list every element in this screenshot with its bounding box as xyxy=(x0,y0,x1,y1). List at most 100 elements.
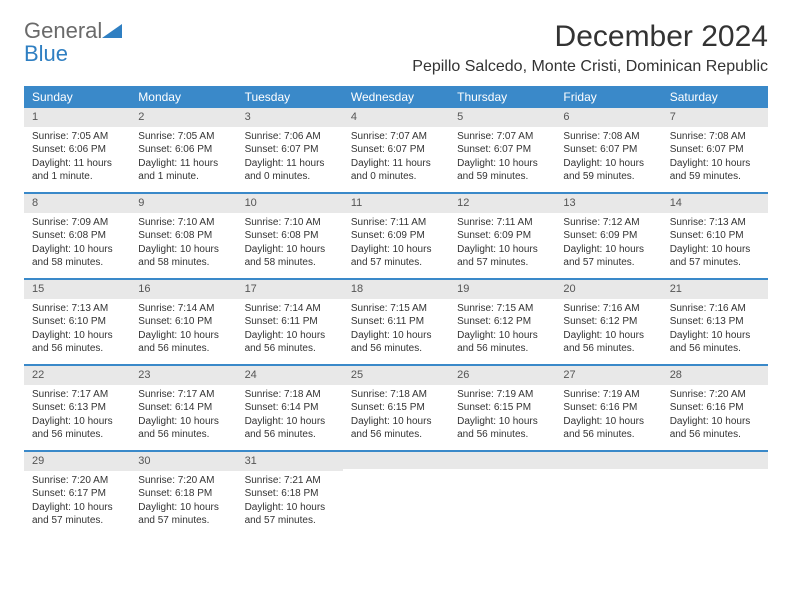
day-body: Sunrise: 7:13 AMSunset: 6:10 PMDaylight:… xyxy=(662,213,768,274)
day-cell: 19Sunrise: 7:15 AMSunset: 6:12 PMDayligh… xyxy=(449,280,555,364)
sunrise-text: Sunrise: 7:20 AM xyxy=(670,388,762,402)
logo: General Blue xyxy=(24,20,122,66)
sunset-text: Sunset: 6:12 PM xyxy=(457,315,549,329)
day-cell: 4Sunrise: 7:07 AMSunset: 6:07 PMDaylight… xyxy=(343,108,449,192)
daylight-line1: Daylight: 10 hours xyxy=(670,329,762,343)
sunrise-text: Sunrise: 7:10 AM xyxy=(138,216,230,230)
daylight-line1: Daylight: 10 hours xyxy=(351,329,443,343)
day-number: 22 xyxy=(24,366,130,385)
daylight-line2: and 56 minutes. xyxy=(32,428,124,442)
sunrise-text: Sunrise: 7:05 AM xyxy=(138,130,230,144)
day-body: Sunrise: 7:16 AMSunset: 6:13 PMDaylight:… xyxy=(662,299,768,360)
dow-saturday: Saturday xyxy=(662,86,768,108)
sunrise-text: Sunrise: 7:21 AM xyxy=(245,474,337,488)
day-cell: 27Sunrise: 7:19 AMSunset: 6:16 PMDayligh… xyxy=(555,366,661,450)
day-body: Sunrise: 7:14 AMSunset: 6:10 PMDaylight:… xyxy=(130,299,236,360)
day-body: Sunrise: 7:13 AMSunset: 6:10 PMDaylight:… xyxy=(24,299,130,360)
day-body: Sunrise: 7:08 AMSunset: 6:07 PMDaylight:… xyxy=(662,127,768,188)
daylight-line2: and 57 minutes. xyxy=(351,256,443,270)
daylight-line2: and 58 minutes. xyxy=(32,256,124,270)
daylight-line2: and 57 minutes. xyxy=(32,514,124,528)
daylight-line1: Daylight: 11 hours xyxy=(138,157,230,171)
daylight-line1: Daylight: 10 hours xyxy=(32,415,124,429)
day-number: 1 xyxy=(24,108,130,127)
daylight-line2: and 56 minutes. xyxy=(457,428,549,442)
day-body: Sunrise: 7:07 AMSunset: 6:07 PMDaylight:… xyxy=(449,127,555,188)
day-body: Sunrise: 7:10 AMSunset: 6:08 PMDaylight:… xyxy=(237,213,343,274)
week-row: 22Sunrise: 7:17 AMSunset: 6:13 PMDayligh… xyxy=(24,364,768,450)
weeks-container: 1Sunrise: 7:05 AMSunset: 6:06 PMDaylight… xyxy=(24,108,768,536)
daylight-line1: Daylight: 10 hours xyxy=(670,243,762,257)
sunset-text: Sunset: 6:15 PM xyxy=(457,401,549,415)
day-cell: 15Sunrise: 7:13 AMSunset: 6:10 PMDayligh… xyxy=(24,280,130,364)
daylight-line2: and 56 minutes. xyxy=(245,342,337,356)
day-number: 4 xyxy=(343,108,449,127)
day-cell: 11Sunrise: 7:11 AMSunset: 6:09 PMDayligh… xyxy=(343,194,449,278)
daylight-line1: Daylight: 10 hours xyxy=(457,415,549,429)
day-body xyxy=(449,469,555,529)
sunrise-text: Sunrise: 7:06 AM xyxy=(245,130,337,144)
sunset-text: Sunset: 6:08 PM xyxy=(138,229,230,243)
day-number xyxy=(343,452,449,469)
dow-wednesday: Wednesday xyxy=(343,86,449,108)
daylight-line2: and 1 minute. xyxy=(32,170,124,184)
day-cell: 29Sunrise: 7:20 AMSunset: 6:17 PMDayligh… xyxy=(24,452,130,536)
sunset-text: Sunset: 6:15 PM xyxy=(351,401,443,415)
sunrise-text: Sunrise: 7:10 AM xyxy=(245,216,337,230)
sunset-text: Sunset: 6:17 PM xyxy=(32,487,124,501)
day-body: Sunrise: 7:17 AMSunset: 6:13 PMDaylight:… xyxy=(24,385,130,446)
day-body: Sunrise: 7:15 AMSunset: 6:11 PMDaylight:… xyxy=(343,299,449,360)
daylight-line2: and 56 minutes. xyxy=(670,342,762,356)
daylight-line2: and 57 minutes. xyxy=(138,514,230,528)
sunset-text: Sunset: 6:12 PM xyxy=(563,315,655,329)
sunset-text: Sunset: 6:08 PM xyxy=(32,229,124,243)
sunrise-text: Sunrise: 7:09 AM xyxy=(32,216,124,230)
day-number: 20 xyxy=(555,280,661,299)
sunset-text: Sunset: 6:11 PM xyxy=(351,315,443,329)
daylight-line2: and 56 minutes. xyxy=(351,342,443,356)
day-number: 12 xyxy=(449,194,555,213)
day-number: 11 xyxy=(343,194,449,213)
daylight-line1: Daylight: 10 hours xyxy=(32,501,124,515)
sunrise-text: Sunrise: 7:19 AM xyxy=(563,388,655,402)
day-number: 16 xyxy=(130,280,236,299)
sunrise-text: Sunrise: 7:07 AM xyxy=(457,130,549,144)
day-number: 8 xyxy=(24,194,130,213)
day-body: Sunrise: 7:15 AMSunset: 6:12 PMDaylight:… xyxy=(449,299,555,360)
daylight-line2: and 59 minutes. xyxy=(457,170,549,184)
daylight-line2: and 57 minutes. xyxy=(670,256,762,270)
sunset-text: Sunset: 6:07 PM xyxy=(670,143,762,157)
daylight-line1: Daylight: 10 hours xyxy=(563,157,655,171)
sunset-text: Sunset: 6:06 PM xyxy=(32,143,124,157)
day-number xyxy=(449,452,555,469)
day-body: Sunrise: 7:20 AMSunset: 6:17 PMDaylight:… xyxy=(24,471,130,532)
day-body: Sunrise: 7:20 AMSunset: 6:18 PMDaylight:… xyxy=(130,471,236,532)
day-body xyxy=(555,469,661,529)
empty-cell xyxy=(449,452,555,536)
daylight-line1: Daylight: 10 hours xyxy=(32,329,124,343)
daylight-line1: Daylight: 10 hours xyxy=(563,415,655,429)
day-body xyxy=(343,469,449,529)
day-body: Sunrise: 7:05 AMSunset: 6:06 PMDaylight:… xyxy=(24,127,130,188)
day-number xyxy=(662,452,768,469)
daylight-line2: and 59 minutes. xyxy=(670,170,762,184)
day-number: 24 xyxy=(237,366,343,385)
sunset-text: Sunset: 6:10 PM xyxy=(670,229,762,243)
daylight-line1: Daylight: 10 hours xyxy=(138,329,230,343)
day-number: 13 xyxy=(555,194,661,213)
daylight-line2: and 56 minutes. xyxy=(351,428,443,442)
day-body: Sunrise: 7:14 AMSunset: 6:11 PMDaylight:… xyxy=(237,299,343,360)
day-cell: 7Sunrise: 7:08 AMSunset: 6:07 PMDaylight… xyxy=(662,108,768,192)
day-cell: 21Sunrise: 7:16 AMSunset: 6:13 PMDayligh… xyxy=(662,280,768,364)
daylight-line1: Daylight: 10 hours xyxy=(245,501,337,515)
day-number: 18 xyxy=(343,280,449,299)
daylight-line2: and 57 minutes. xyxy=(563,256,655,270)
day-cell: 20Sunrise: 7:16 AMSunset: 6:12 PMDayligh… xyxy=(555,280,661,364)
empty-cell xyxy=(662,452,768,536)
day-body: Sunrise: 7:21 AMSunset: 6:18 PMDaylight:… xyxy=(237,471,343,532)
daylight-line1: Daylight: 10 hours xyxy=(245,243,337,257)
day-body xyxy=(662,469,768,529)
day-cell: 31Sunrise: 7:21 AMSunset: 6:18 PMDayligh… xyxy=(237,452,343,536)
daylight-line1: Daylight: 10 hours xyxy=(457,329,549,343)
sunrise-text: Sunrise: 7:20 AM xyxy=(138,474,230,488)
